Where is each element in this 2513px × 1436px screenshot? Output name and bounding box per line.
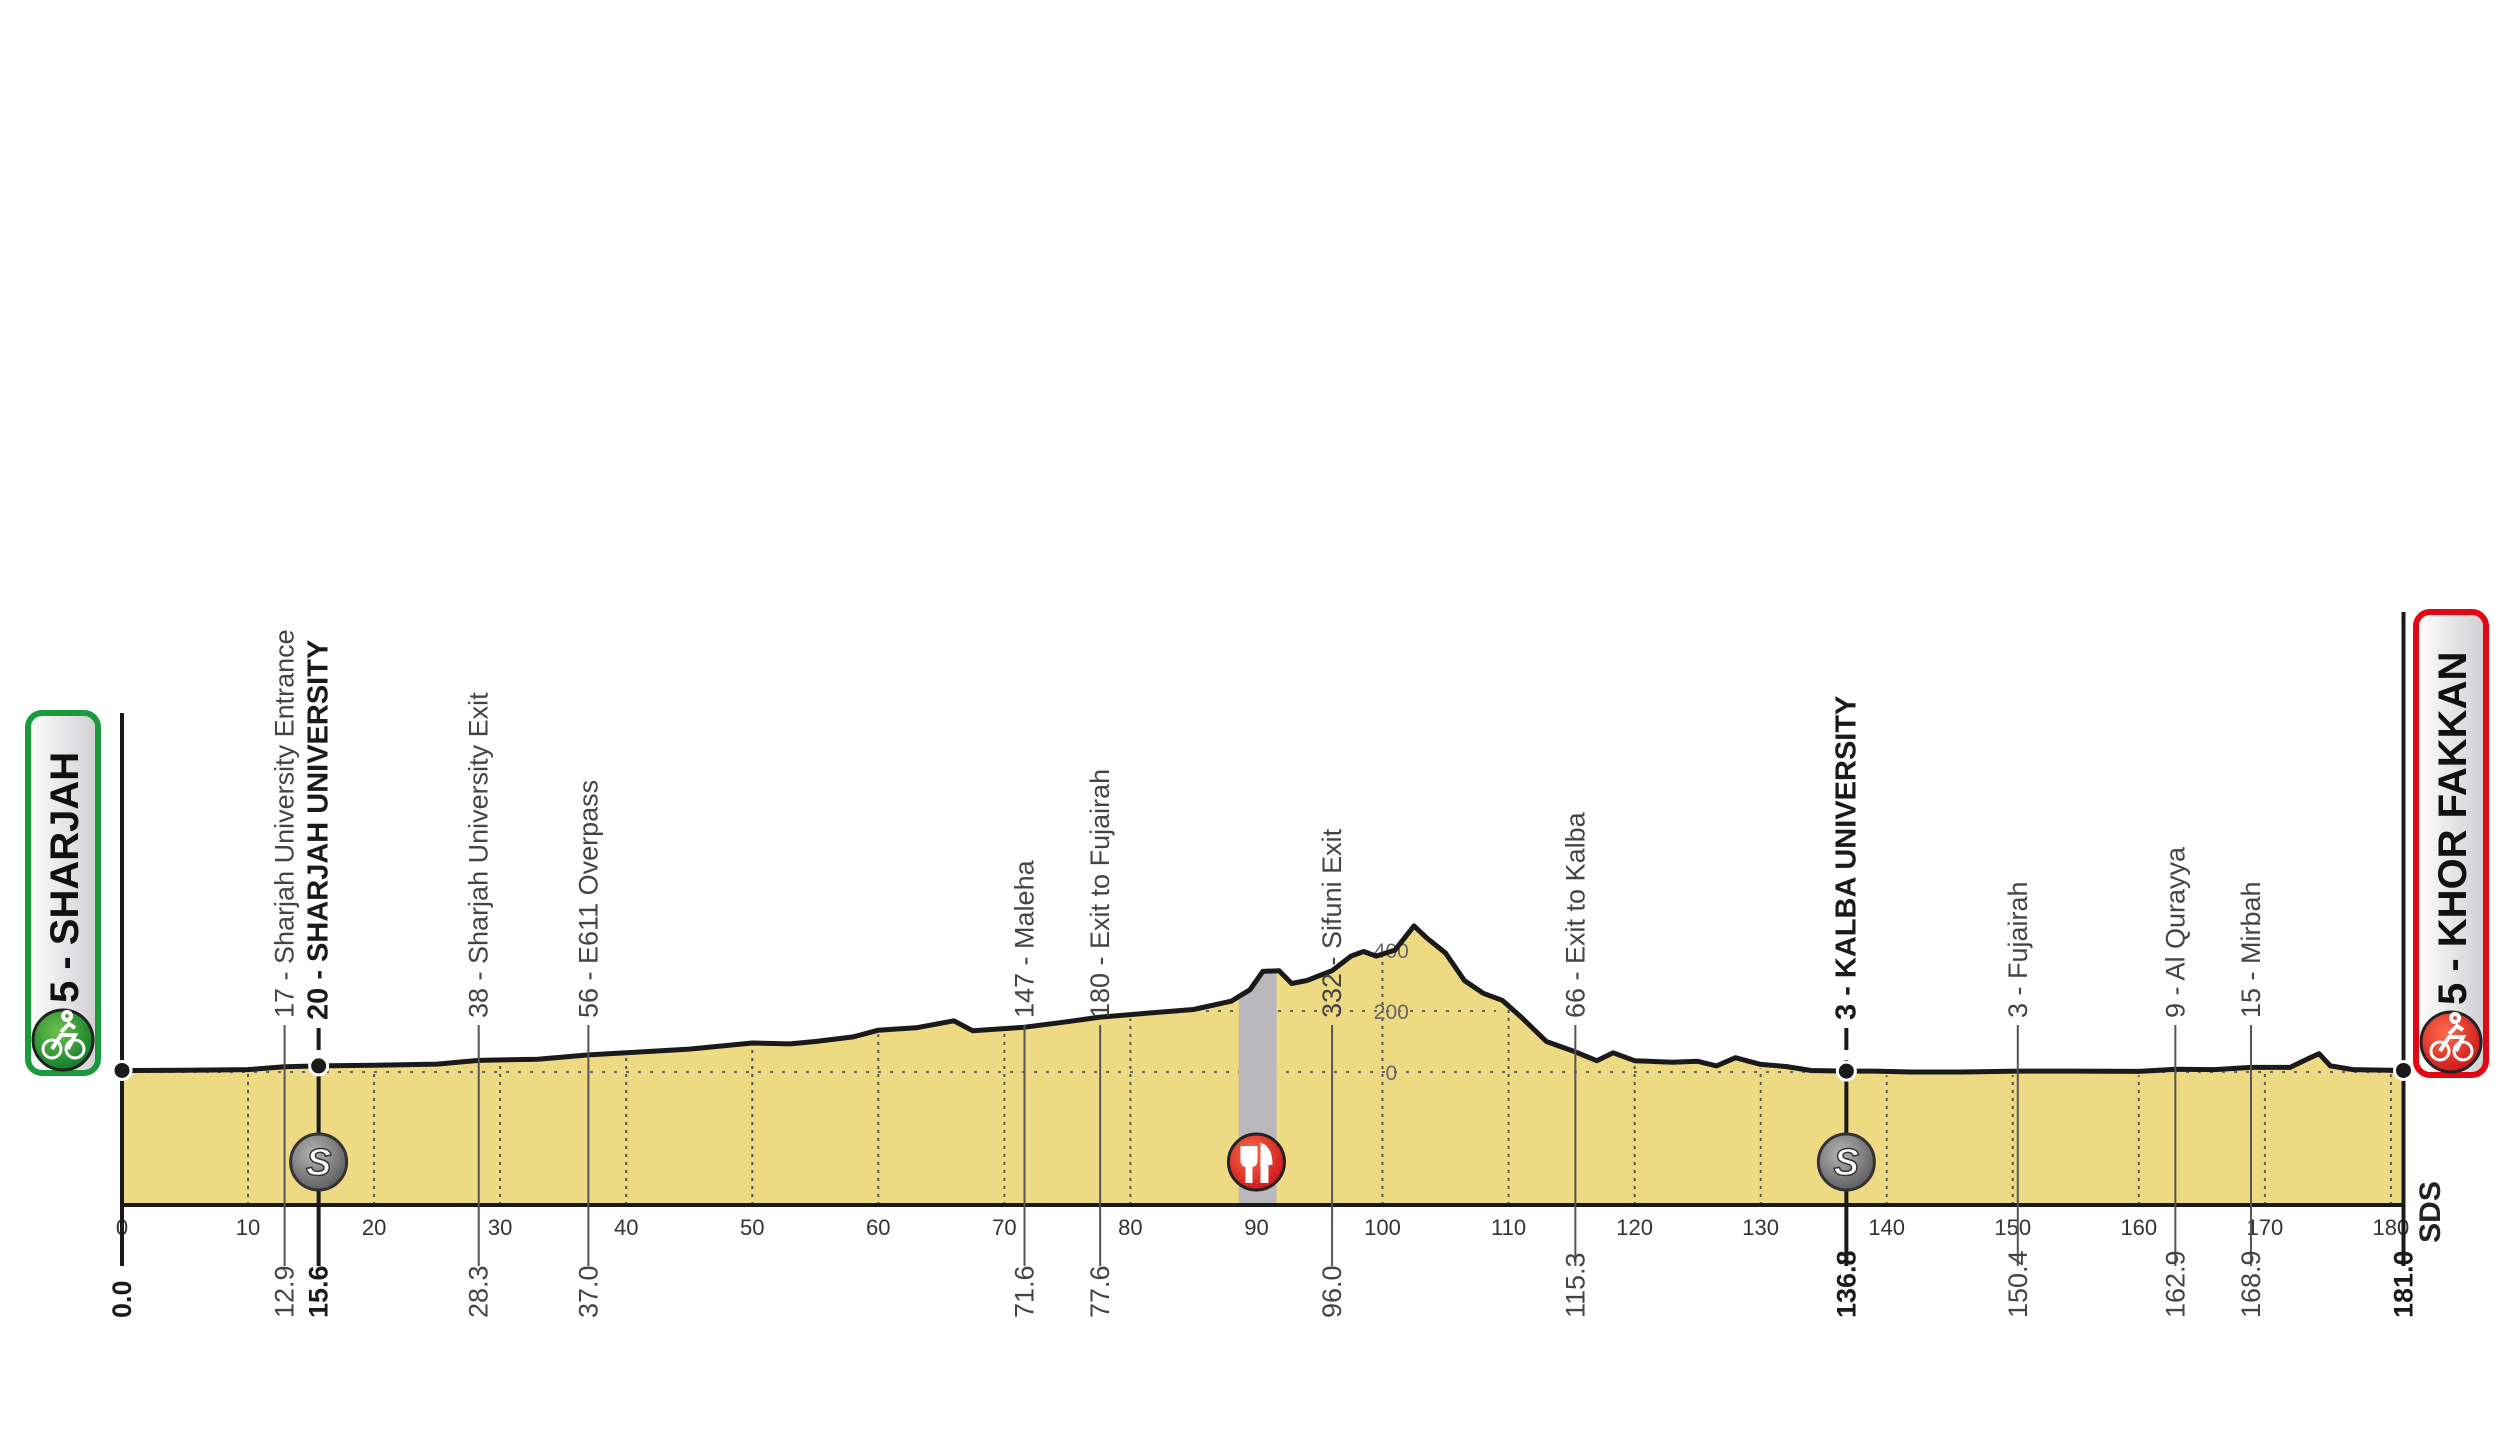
x-tick-label: 90 (1244, 1215, 1268, 1240)
finish-dot (2393, 1059, 2415, 1081)
x-tick-label: 10 (236, 1215, 260, 1240)
waypoint-label: 17 - Sharjah University Entrance (270, 629, 300, 1018)
start-dot (111, 1059, 133, 1081)
waypoint-km-label: 136.8 (1831, 1250, 1861, 1318)
waypoint-label: 38 - Sharjah University Exit (464, 692, 494, 1018)
cyclist-icon-wheel (64, 1038, 86, 1060)
cyclist-icon (2419, 1010, 2483, 1074)
waypoint-label: 332 - Sifuni Exit (1317, 828, 1347, 1018)
x-tick-label: 20 (362, 1215, 386, 1240)
waypoint-dot (308, 1055, 330, 1077)
waypoint-dot (1835, 1060, 1857, 1082)
waypoint-km-label: 162.9 (2160, 1250, 2190, 1318)
waypoint-km-label: 96.0 (1317, 1265, 1347, 1318)
sprint-icon (289, 1132, 349, 1192)
cyclist-icon-rider (50, 1010, 79, 1051)
x-tick-label: 100 (1364, 1215, 1401, 1240)
fork-knife-icon (1240, 1142, 1273, 1183)
waypoint-km-label: 77.6 (1085, 1265, 1115, 1318)
x-tick-label: 130 (1742, 1215, 1779, 1240)
sprint-icon (1816, 1132, 1876, 1192)
waypoint-label: 66 - Exit to Kalba (1560, 811, 1590, 1018)
x-tick-label: 110 (1491, 1215, 1526, 1240)
start-badge (25, 710, 101, 1076)
x-tick-label: 70 (992, 1215, 1016, 1240)
cyclist-icon-rider (2438, 1012, 2467, 1053)
waypoint-km-label: 115.3 (1560, 1252, 1590, 1318)
waypoint-km-label: 150.4 (2003, 1250, 2033, 1318)
x-tick-label: 60 (866, 1215, 890, 1240)
x-tick-label: 150 (1994, 1215, 2031, 1240)
profile-line (121, 923, 2404, 1075)
waypoint-km-label: 28.3 (464, 1265, 494, 1318)
cyclist-icon (31, 1008, 95, 1072)
x-tick-label: 40 (614, 1215, 638, 1240)
x-tick-label: 80 (1118, 1215, 1142, 1240)
waypoint-label: 147 - Maleha (1010, 859, 1040, 1018)
waypoint-label: 180 - Exit to Fujairah (1085, 769, 1115, 1018)
waypoint-label: 3 - KALBA UNIVERSITY (1830, 696, 1862, 1020)
sprint-icon-letter: S (1834, 1142, 1859, 1184)
cyclist-icon-wheel (41, 1038, 63, 1060)
waypoint-km-label: 12.9 (270, 1265, 300, 1318)
finish-badge (2413, 609, 2489, 1078)
start-badge-label: 5 - SHARJAH (43, 752, 87, 1003)
waypoint-km-label: 71.6 (1010, 1265, 1040, 1318)
x-tick-label: 160 (2120, 1215, 2157, 1240)
x-tick-label: 170 (2246, 1215, 2283, 1240)
elevation-tick-label: 0 (1385, 1062, 1397, 1085)
start-km-label: 0.0 (107, 1280, 137, 1318)
waypoint-label: 9 - Al Qurayya (2160, 846, 2190, 1018)
finish-badge-label: 5 - KHOR FAKKAN (2431, 652, 2475, 1005)
waypoint-km-label: 15.6 (304, 1265, 334, 1318)
waypoint-km-label: 37.0 (573, 1265, 603, 1318)
waypoint-km-label: 168.9 (2236, 1250, 2266, 1318)
elevation-tick-label: 200 (1374, 1001, 1409, 1024)
cyclist-icon-wheel (2452, 1040, 2474, 1062)
sprint-icon-letter: S (306, 1142, 331, 1184)
waypoint-label: 20 - SHARJAH UNIVERSITY (303, 640, 335, 1020)
waypoint-label: 15 - Mirbah (2236, 881, 2266, 1018)
x-tick-label: 50 (740, 1215, 764, 1240)
sds-logo: SDS (2414, 1181, 2447, 1243)
waypoint-label: 56 - E611 Overpass (573, 780, 603, 1018)
x-tick-label: 30 (488, 1215, 512, 1240)
waypoint-label: 3 - Fujairah (2003, 881, 2033, 1018)
cyclist-icon-wheel (2429, 1040, 2451, 1062)
x-tick-label: 120 (1616, 1215, 1653, 1240)
x-tick-label: 140 (1868, 1215, 1905, 1240)
